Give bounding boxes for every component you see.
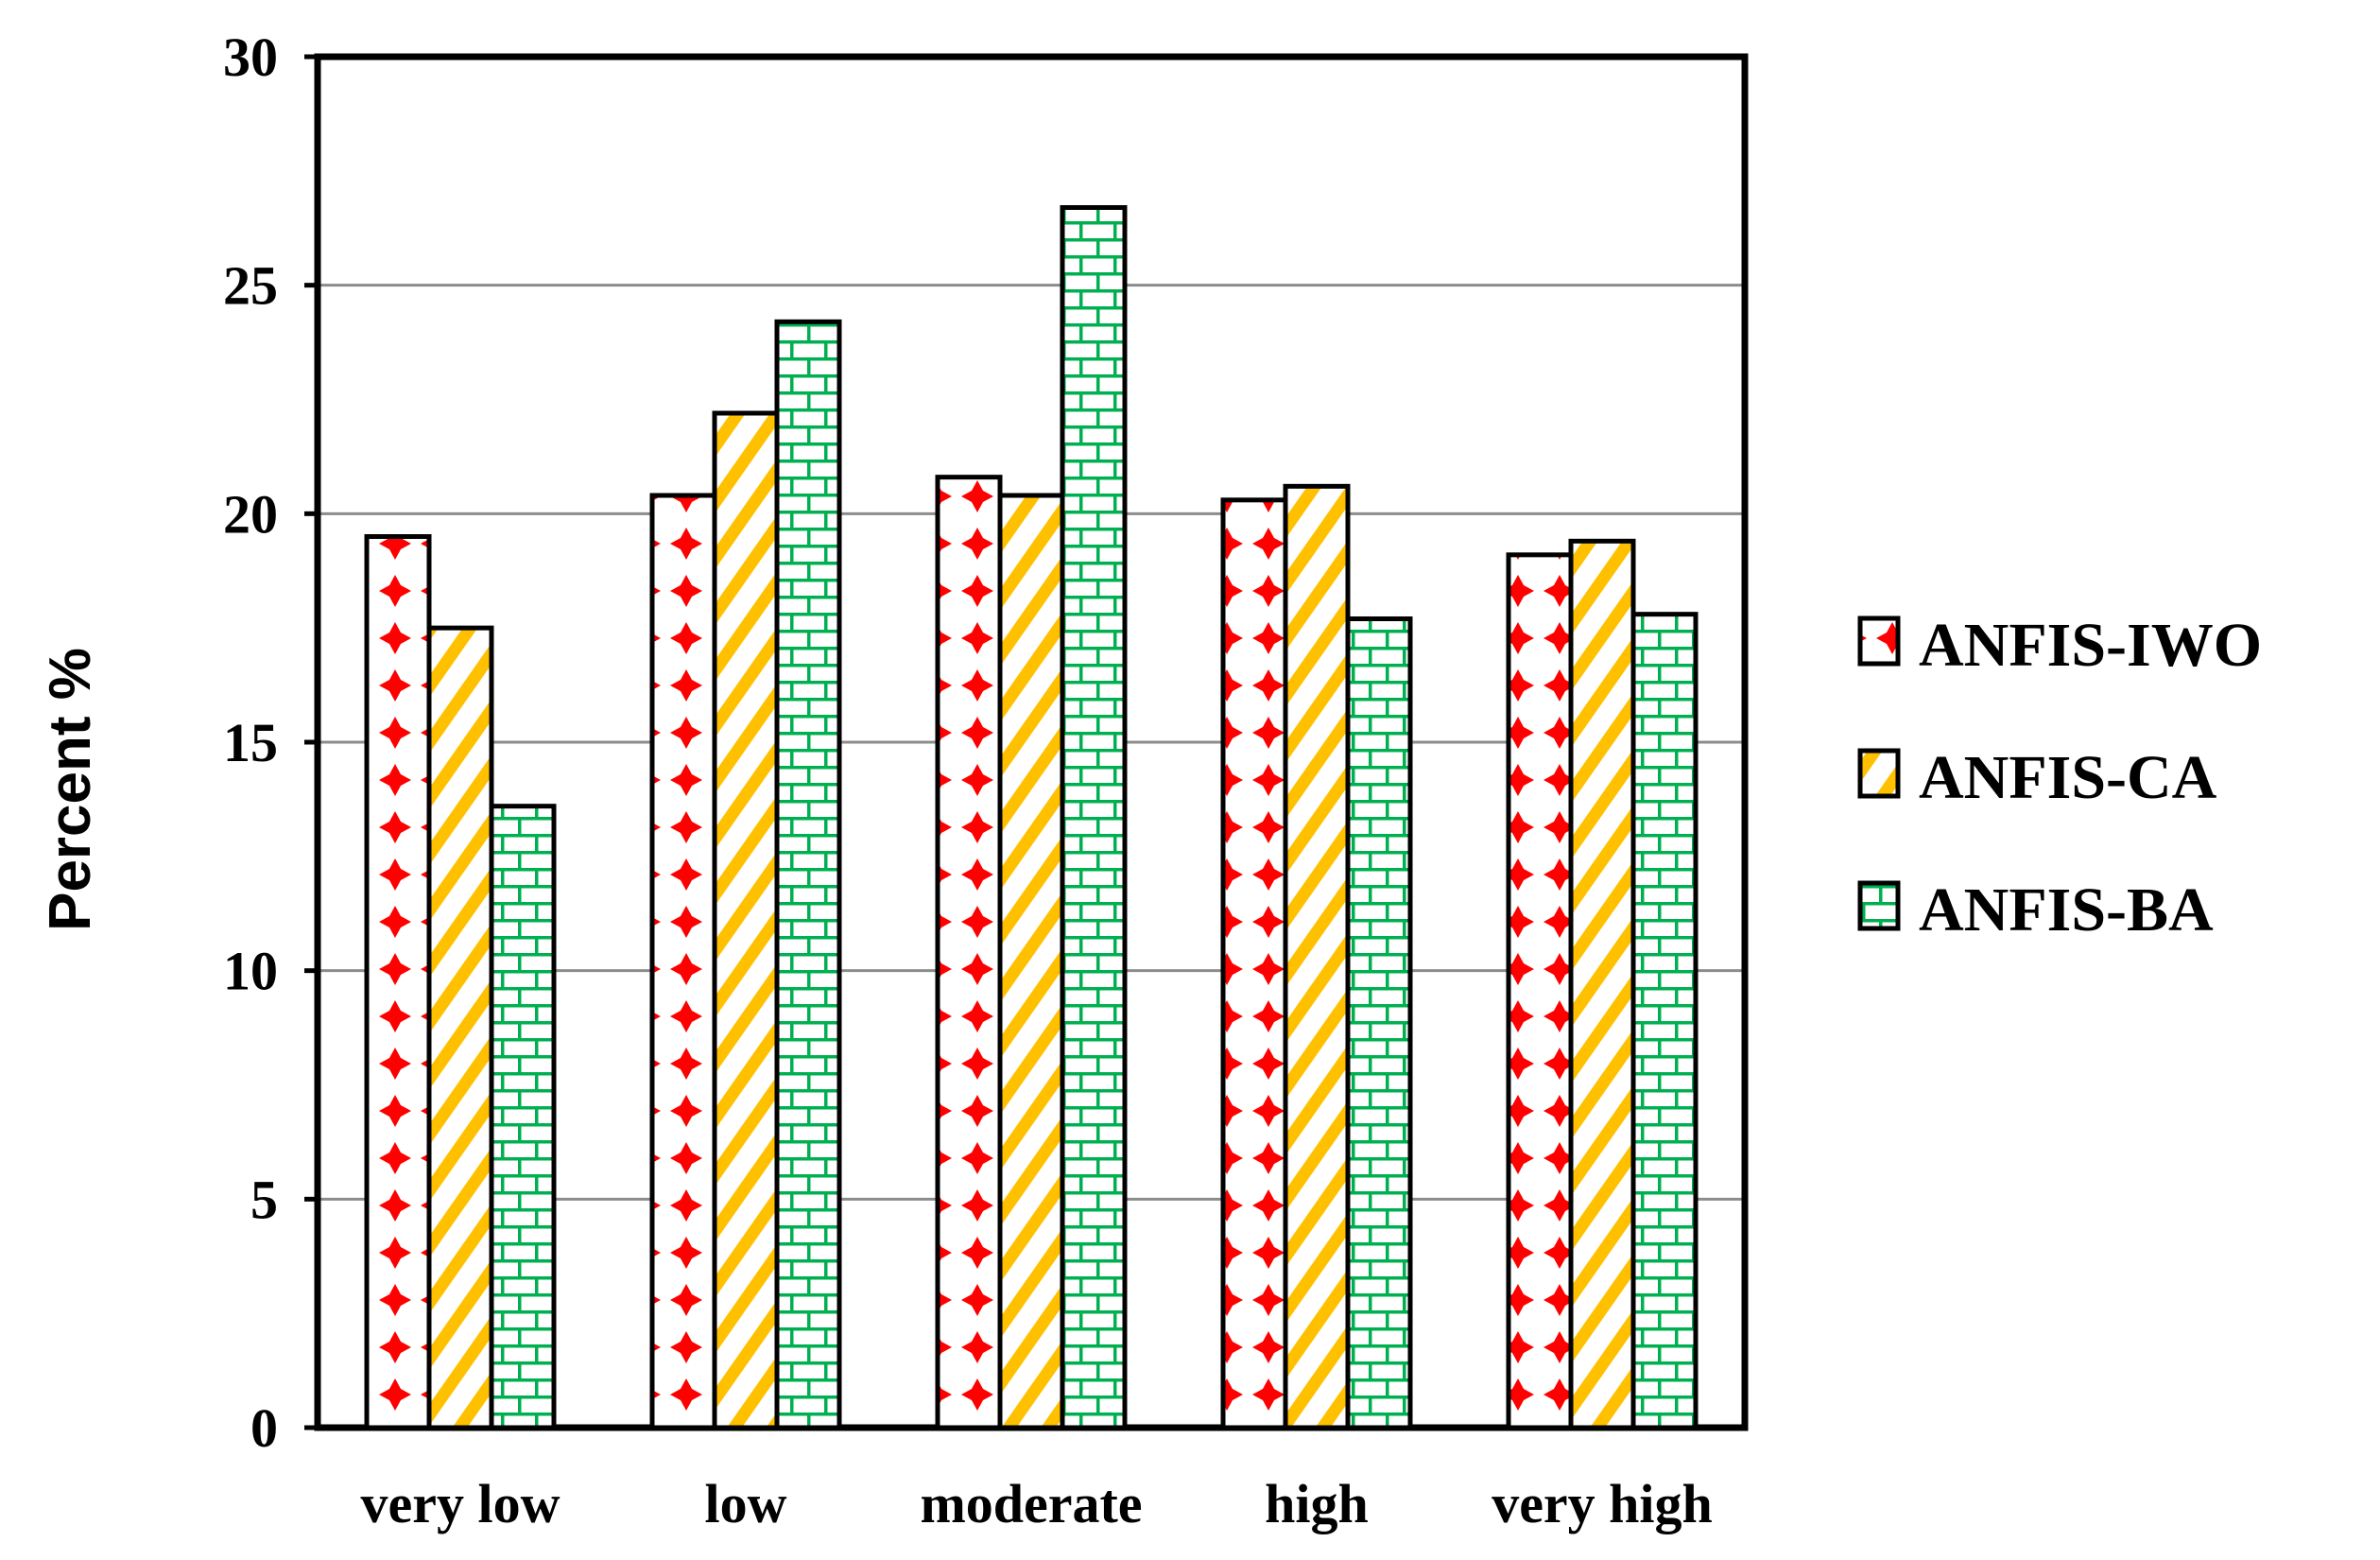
legend-label: ANFIS-IWO bbox=[1919, 611, 2262, 680]
y-tick-label: 5 bbox=[250, 1169, 278, 1230]
y-tick-label: 0 bbox=[250, 1397, 278, 1459]
bar-anfis-iwo-very-high bbox=[1506, 552, 1574, 1430]
x-category-label: high bbox=[1265, 1473, 1369, 1534]
y-axis-title: Percent % bbox=[38, 648, 103, 931]
y-tick-label: 20 bbox=[223, 483, 278, 545]
x-category-label: very high bbox=[1492, 1473, 1713, 1534]
bar-anfis-ba-high bbox=[1345, 616, 1413, 1430]
legend-label: ANFIS-BA bbox=[1919, 875, 2214, 945]
y-tick-label: 30 bbox=[223, 26, 278, 88]
x-category-label: moderate bbox=[920, 1473, 1142, 1534]
bar-anfis-ba-moderate bbox=[1060, 205, 1128, 1430]
bar-anfis-iwo-low bbox=[649, 493, 717, 1430]
legend-swatch bbox=[1857, 615, 1901, 667]
legend-swatch bbox=[1857, 880, 1901, 931]
bar-anfis-ca-very-high bbox=[1568, 538, 1636, 1430]
legend-label: ANFIS-CA bbox=[1919, 743, 2217, 812]
bar-anfis-iwo-very-low bbox=[364, 534, 432, 1430]
x-category-label: low bbox=[705, 1473, 787, 1534]
bar-anfis-ba-very-high bbox=[1630, 612, 1699, 1430]
bars bbox=[364, 205, 1699, 1430]
legend-swatch bbox=[1857, 748, 1901, 799]
y-tick-labels: 0 5 10 15 20 25 30 bbox=[223, 26, 278, 1459]
bar-anfis-iwo-high bbox=[1220, 497, 1288, 1430]
bar-anfis-ba-very-low bbox=[489, 804, 557, 1430]
bar-anfis-ca-moderate bbox=[997, 493, 1065, 1430]
bar-anfis-ca-high bbox=[1283, 483, 1351, 1430]
x-category-labels: very low low moderate high very high bbox=[361, 1473, 1713, 1534]
bar-anfis-ca-very-low bbox=[426, 625, 494, 1430]
x-category-label: very low bbox=[361, 1473, 561, 1534]
y-tick-label: 10 bbox=[223, 941, 278, 1002]
y-axis bbox=[304, 54, 320, 1430]
bar-anfis-ca-low bbox=[712, 410, 780, 1430]
bar-anfis-ba-low bbox=[774, 319, 842, 1430]
y-tick-label: 25 bbox=[223, 255, 278, 317]
bar-anfis-iwo-moderate bbox=[935, 475, 1003, 1430]
legend: ANFIS-IWO ANFIS-CA ANFIS-BA bbox=[1857, 611, 2262, 945]
y-tick-label: 15 bbox=[223, 712, 278, 773]
